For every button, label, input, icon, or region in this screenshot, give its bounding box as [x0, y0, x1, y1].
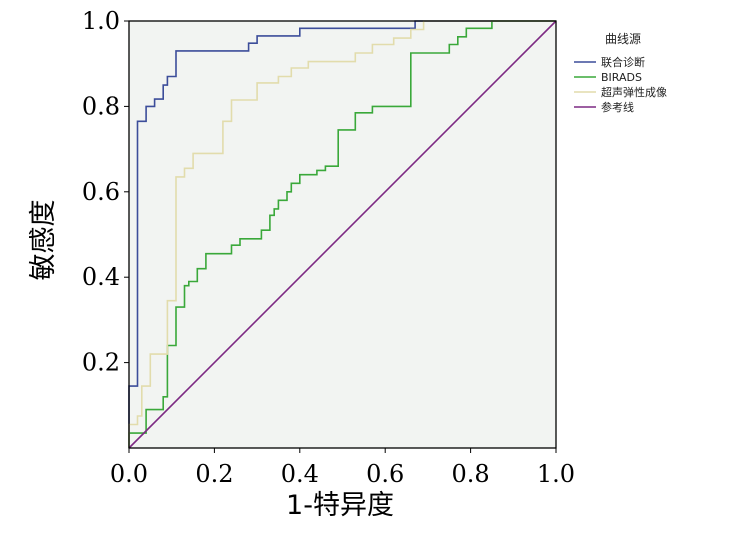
y-tick-label: 1.0: [82, 7, 120, 35]
y-axis-title: 敏感度: [28, 200, 59, 281]
y-tick-label: 0.8: [82, 92, 120, 120]
y-tick-label: 0.4: [82, 263, 120, 291]
x-axis-title: 1-特异度: [286, 490, 394, 521]
x-tick-label: 0.2: [195, 460, 233, 488]
x-axis: 0.0 0.2 0.4 0.6 0.8 1.0: [110, 448, 575, 488]
x-tick-label: 1.0: [537, 460, 575, 488]
plot-frame: [128, 20, 557, 449]
y-tick-label: 0.2: [82, 349, 120, 377]
legend-label: 超声弹性成像: [601, 85, 667, 99]
legend-label: BIRADS: [601, 71, 642, 84]
series-line-2: [128, 20, 556, 448]
series-line-1: [128, 20, 556, 448]
x-tick-label: 0.4: [281, 460, 319, 488]
x-tick-label: 0.0: [110, 460, 148, 488]
series-line-3: [128, 20, 557, 449]
series-layer: [128, 20, 557, 449]
legend-label: 参考线: [601, 100, 634, 114]
x-tick-label: 0.6: [366, 460, 404, 488]
x-tick-label: 0.8: [452, 460, 490, 488]
series-line-0: [128, 20, 556, 448]
y-axis: 0.2 0.4 0.6 0.8 1.0: [82, 7, 129, 377]
y-tick-label: 0.6: [82, 178, 120, 206]
legend-title: 曲线源: [605, 32, 641, 46]
legend-label: 联合诊断: [601, 55, 645, 69]
